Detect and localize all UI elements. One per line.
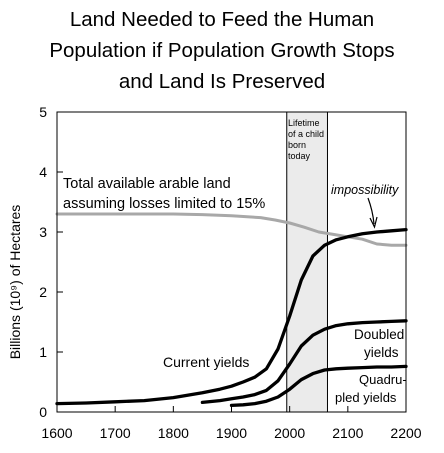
- impossibility-label: impossibility: [331, 183, 399, 197]
- doubled-yields-label: Doubled: [354, 327, 404, 342]
- y-tick-label: 0: [39, 404, 47, 420]
- ticks-layer: 1600 1700 1800 1900 2000 2100 2200 0 1 2 3 4 5: [39, 104, 422, 441]
- current-yields-label: Current yields: [163, 354, 249, 370]
- y-axis-label: Billions (10⁹) of Hectares: [7, 205, 23, 360]
- impossibility-arrow: [367, 197, 375, 225]
- x-tick-label: 2000: [274, 425, 305, 441]
- band-label-line: of a child: [288, 129, 324, 139]
- y-tick-label: 3: [39, 224, 47, 240]
- arable-land-label: assuming losses limited to 15%: [63, 196, 265, 212]
- y-tick-label: 1: [39, 344, 47, 360]
- chart-title-line: Population if Population Growth Stops: [49, 39, 395, 62]
- x-tick-label: 2200: [390, 425, 421, 441]
- x-tick-label: 1800: [158, 425, 189, 441]
- y-tick-label: 2: [39, 284, 47, 300]
- quadrupled-yields-label: pled yields: [335, 390, 397, 405]
- x-tick-label: 1600: [41, 425, 72, 441]
- series-line-0: [55, 212, 408, 247]
- chart-title: Land Needed to Feed the Human Population…: [0, 4, 444, 97]
- band-label-line: Lifetime: [288, 118, 320, 128]
- band-label-line: today: [288, 151, 311, 161]
- doubled-yields-label: yields: [364, 345, 399, 360]
- x-tick-label: 1900: [216, 425, 247, 441]
- impossibility-arrowhead: [369, 216, 378, 229]
- x-tick-label: 2100: [332, 425, 363, 441]
- lifetime-band: [286, 111, 328, 413]
- x-tick-label: 1700: [100, 425, 131, 441]
- chart-title-line: and Land Is Preserved: [118, 70, 326, 93]
- arable-land-label: Total available arable land: [63, 176, 231, 192]
- chart-title-line: Land Needed to Feed the Human: [69, 8, 375, 31]
- quadrupled-yields-label: Quadru-: [359, 372, 407, 387]
- band-label-line: born: [288, 140, 306, 150]
- y-tick-label: 5: [39, 104, 47, 120]
- series-line-1: [55, 227, 408, 406]
- series-line-2: [200, 319, 408, 405]
- y-tick-label: 4: [39, 164, 47, 180]
- series-line-3: [229, 364, 408, 408]
- series-layer: [55, 212, 408, 408]
